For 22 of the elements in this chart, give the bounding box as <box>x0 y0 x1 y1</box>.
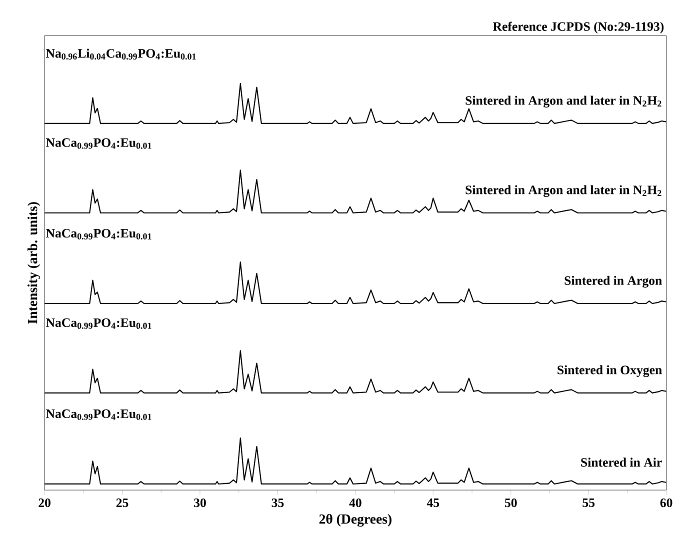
annotation: NaCa$_{0.99}$PO$_{4}$:Eu$_{0.01}$ <box>46 138 152 149</box>
annotation: Sintered in Oxygen <box>558 365 662 377</box>
y-axis-title: Intensity (arb. units) <box>28 202 40 324</box>
x-axis-title: 2θ (Degrees) <box>319 514 392 526</box>
annotation: Sintered in Air <box>581 457 662 466</box>
x-tick-label: 40 <box>349 498 362 507</box>
x-tick-label: 20 <box>38 498 50 507</box>
annotation: NaCa$_{0.99}$PO$_{4}$:Eu$_{0.01}$ <box>46 409 152 420</box>
annotation: Sintered in Argon and later in N$_{2}$H$_{2}$ <box>466 184 662 197</box>
x-tick-label: 55 <box>582 498 595 507</box>
annotation: Sintered in Argon <box>564 276 662 288</box>
annotation: NaCa$_{0.99}$PO$_{4}$:Eu$_{0.01}$ <box>46 318 152 329</box>
annotation: Sintered in Argon and later in N$_{2}$H$_{2}$ <box>466 96 662 108</box>
annotation: NaCa$_{0.99}$PO$_{4}$:Eu$_{0.01}$ <box>46 228 152 240</box>
text: Na$_{0.96}$Li$_{0.04}$Ca$_{0.99}$PO$_{4}$:Eu$_{0.01}$ <box>46 48 196 60</box>
x-tick-label: 60 <box>660 498 672 507</box>
x-tick-label: 50 <box>504 498 517 507</box>
x-tick-label: 35 <box>272 498 284 507</box>
x-tick-label: 45 <box>426 498 440 507</box>
x-tick-label: 25 <box>116 498 128 507</box>
x-tick-label: 30 <box>194 498 206 507</box>
text: Reference JCPDS (No:29-1193) <box>492 21 664 34</box>
